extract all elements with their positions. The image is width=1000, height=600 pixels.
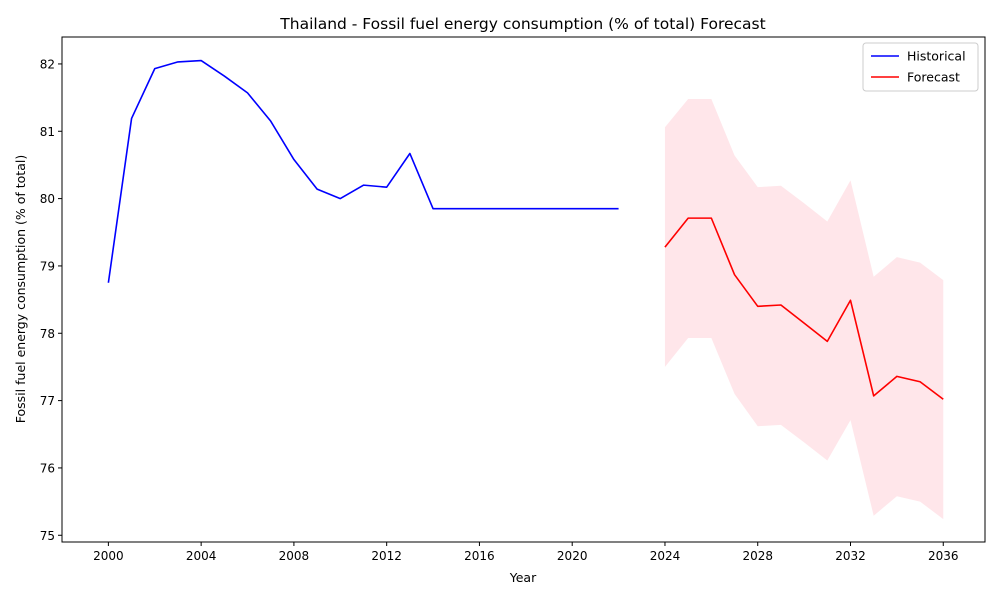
x-tick-label: 2008 — [279, 549, 310, 563]
x-tick-label: 2028 — [742, 549, 773, 563]
x-tick-label: 2016 — [464, 549, 495, 563]
x-tick-label: 2012 — [371, 549, 402, 563]
confidence-band — [664, 98, 944, 520]
legend-label: Forecast — [907, 70, 960, 85]
x-tick-label: 2036 — [928, 549, 959, 563]
x-axis-label: Year — [509, 570, 537, 585]
axes-frame — [61, 36, 986, 543]
y-tick-label: 82 — [40, 57, 55, 71]
chart-title: Thailand - Fossil fuel energy consumptio… — [279, 15, 765, 33]
x-tick-label: 2032 — [835, 549, 866, 563]
y-tick-label: 76 — [40, 461, 55, 475]
y-tick-label: 77 — [40, 394, 55, 408]
y-tick-label: 80 — [40, 192, 55, 206]
y-tick-label: 79 — [40, 259, 55, 273]
legend-label: Historical — [907, 49, 966, 64]
legend-box — [862, 42, 979, 92]
plot-area: 2000 2004 2008 2012 2016 2020 2024 2028 2032 2036… — [40, 36, 986, 563]
x-tick-label: 2024 — [650, 549, 681, 563]
y-tick-label: 78 — [40, 327, 55, 341]
y-tick-label: 75 — [40, 529, 55, 543]
y-axis-label: Fossil fuel energy consumption (% of tot… — [13, 155, 28, 423]
x-tick-label: 2020 — [557, 549, 588, 563]
y-tick-label: 81 — [40, 125, 55, 139]
legend: Historical Forecast — [862, 42, 979, 92]
x-tick-label: 2004 — [186, 549, 217, 563]
series-line-historical — [107, 59, 619, 283]
x-tick-label: 2000 — [93, 549, 124, 563]
series-line-forecast — [664, 217, 944, 400]
